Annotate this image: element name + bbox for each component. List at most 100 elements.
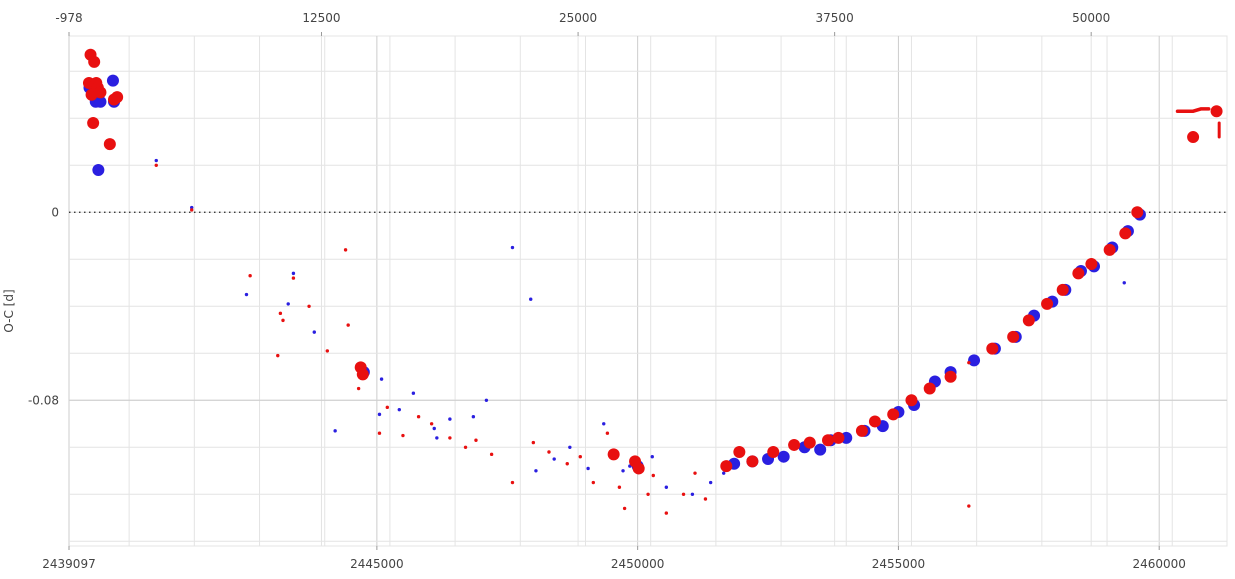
data-point-series-2 <box>1187 131 1200 144</box>
data-point-series-2 <box>693 471 697 475</box>
data-point-series-1 <box>435 436 439 440</box>
data-point-series-2 <box>923 382 936 395</box>
data-point-series-2 <box>356 386 361 391</box>
data-point-series-1 <box>154 158 158 163</box>
data-point-series-2 <box>887 408 900 421</box>
data-point-series-2 <box>154 163 158 167</box>
data-point-series-1 <box>708 480 713 485</box>
y-tick-label: -0.08 <box>28 393 59 407</box>
data-point-series-2 <box>646 492 650 496</box>
data-point-series-1 <box>411 391 416 395</box>
data-point-series-2 <box>1072 267 1085 280</box>
data-point-series-2 <box>622 506 627 511</box>
data-point-series-1 <box>722 471 726 475</box>
data-point-series-2 <box>281 318 285 323</box>
data-point-series-1 <box>586 466 590 471</box>
data-point-series-2 <box>510 480 515 485</box>
data-point-series-2 <box>1022 314 1035 327</box>
data-point-series-2 <box>617 485 622 489</box>
data-points <box>82 48 1223 515</box>
top-tick-label: -978 <box>55 11 82 25</box>
bottom-tick-label: 2439097 <box>42 557 95 571</box>
data-point-series-1 <box>379 377 384 381</box>
data-point-series-2 <box>605 431 610 435</box>
top-tick-label: 25000 <box>559 11 597 25</box>
data-point-series-2 <box>565 462 569 466</box>
data-point-series-1 <box>814 443 827 456</box>
data-point-series-2 <box>87 116 100 129</box>
data-point-series-2 <box>578 454 582 459</box>
data-point-series-2 <box>1103 243 1116 256</box>
data-point-series-1 <box>312 330 316 334</box>
data-point-series-2 <box>703 497 708 501</box>
data-point-series-1 <box>690 492 695 496</box>
data-point-series-2 <box>463 445 468 449</box>
data-point-series-2 <box>385 405 390 410</box>
data-point-series-1 <box>244 292 249 297</box>
data-point-series-1 <box>448 417 452 421</box>
data-point-series-2 <box>681 492 686 496</box>
data-point-series-1 <box>397 407 401 412</box>
data-point-series-2 <box>1210 105 1223 118</box>
data-point-series-1 <box>968 354 981 367</box>
data-point-series-2 <box>1119 227 1132 240</box>
data-point-series-2 <box>377 431 382 435</box>
data-point-series-2 <box>986 342 999 355</box>
data-point-series-2 <box>190 208 194 212</box>
data-point-series-2 <box>767 445 780 458</box>
data-point-series-1 <box>92 163 105 176</box>
data-point-series-2 <box>855 424 868 437</box>
data-point-series-2 <box>111 91 124 104</box>
data-point-series-1 <box>534 469 538 473</box>
data-point-series-2 <box>307 304 311 308</box>
top-epoch-axis: -978 12500 25000 37500 50000 <box>55 11 1110 36</box>
bottom-tick-label: 2450000 <box>611 557 664 571</box>
data-point-series-2 <box>276 353 280 358</box>
data-point-series-2 <box>429 422 434 426</box>
data-point-series-1 <box>291 271 296 276</box>
data-point-series-1 <box>106 74 119 87</box>
data-point-series-2 <box>547 450 551 454</box>
y-axis: 0 -0.08 <box>28 205 59 407</box>
data-point-series-1 <box>602 422 606 426</box>
data-point-series-2 <box>325 349 330 353</box>
data-point-series-2 <box>103 138 116 151</box>
data-point-series-1 <box>333 429 337 433</box>
data-point-series-2 <box>346 323 350 327</box>
data-point-series-2 <box>94 86 107 99</box>
top-tick-label: 50000 <box>1072 11 1110 25</box>
top-tick-label: 12500 <box>302 11 340 25</box>
data-point-series-2 <box>278 311 283 316</box>
data-point-series-2 <box>967 504 971 508</box>
data-point-series-2 <box>803 436 816 449</box>
data-point-series-1 <box>510 245 515 250</box>
data-point-series-2 <box>1056 283 1069 296</box>
bottom-tick-label: 2445000 <box>350 557 403 571</box>
plot-grid <box>68 35 1228 547</box>
data-point-series-2 <box>944 370 957 383</box>
data-point-series-2 <box>474 438 478 442</box>
data-point-series-2 <box>1007 330 1020 343</box>
data-point-series-2 <box>356 368 369 381</box>
data-point-series-2 <box>1041 297 1054 310</box>
data-point-series-1 <box>1122 281 1126 285</box>
data-point-series-2 <box>489 452 494 457</box>
bottom-tick-label: 2455000 <box>872 557 925 571</box>
plot-frame <box>68 35 1228 547</box>
data-point-series-2 <box>832 431 845 444</box>
data-point-series-2 <box>1131 206 1144 219</box>
data-point-series-1 <box>568 445 572 449</box>
data-point-series-2 <box>248 274 252 278</box>
data-point-series-2 <box>967 360 971 365</box>
data-point-series-2 <box>88 55 101 68</box>
data-point-series-2 <box>591 480 596 485</box>
data-point-series-1 <box>484 398 489 402</box>
data-point-series-2 <box>531 440 536 445</box>
data-point-series-2 <box>632 462 645 475</box>
data-point-series-1 <box>777 450 790 463</box>
data-point-series-2 <box>416 415 421 419</box>
data-dash-mark <box>1175 107 1211 113</box>
y-tick-label: 0 <box>51 205 59 219</box>
data-point-series-1 <box>552 457 556 461</box>
data-point-series-1 <box>432 426 436 431</box>
